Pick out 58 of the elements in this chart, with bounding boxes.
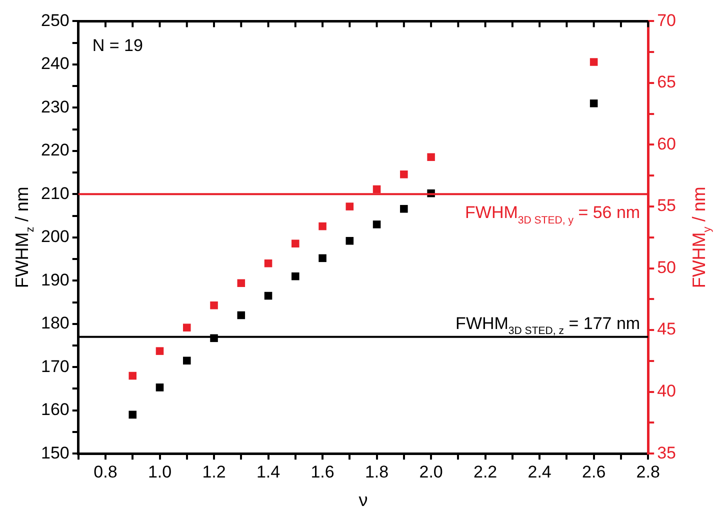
point — [264, 292, 272, 300]
x-tick-label: 2.6 — [582, 462, 606, 482]
point — [400, 204, 408, 213]
y-tick-label: 220 — [40, 140, 70, 160]
y2-tick-label: 60 — [657, 134, 676, 154]
y2-tick-label: 40 — [657, 382, 676, 401]
x-tick-label: 2.4 — [528, 462, 552, 482]
point — [264, 259, 272, 268]
x-tick-label: 1.0 — [148, 462, 172, 482]
y2-tick-label: 50 — [657, 258, 676, 277]
y-tick-label: 190 — [40, 270, 70, 290]
point — [128, 372, 137, 380]
x-axis-title: ν — [358, 490, 368, 510]
point — [318, 222, 326, 230]
point — [292, 272, 300, 280]
point — [372, 220, 381, 228]
y2-tick-label: 65 — [657, 72, 676, 92]
y2-axis-title: FWHMy / nm — [689, 186, 714, 288]
y-tick-label: 200 — [40, 227, 70, 246]
point — [590, 58, 598, 66]
x-tick-label: 2.8 — [636, 462, 660, 482]
y-tick-label: 240 — [40, 54, 70, 74]
y-tick-label: 250 — [40, 10, 70, 30]
y-tick-label: 180 — [40, 314, 70, 333]
point — [156, 347, 164, 355]
x-tick-label: 2.0 — [419, 462, 443, 482]
point — [182, 356, 191, 365]
x-tick-label: 1.8 — [364, 462, 389, 482]
point — [210, 301, 218, 310]
x-tick-label: 2.2 — [473, 462, 498, 482]
y2-tick-label: 45 — [657, 320, 676, 339]
point — [237, 311, 246, 320]
point — [346, 236, 354, 245]
x-tick-label: 1.2 — [202, 462, 226, 482]
y2-tick-label: 55 — [657, 196, 676, 216]
point — [590, 99, 598, 108]
y-tick-label: 170 — [40, 356, 70, 376]
x-tick-label: 0.8 — [94, 462, 118, 482]
point — [400, 170, 408, 178]
x-tick-label: 1.6 — [310, 462, 334, 482]
y2-tick-label: 70 — [657, 10, 676, 30]
y-tick-label: 150 — [40, 443, 70, 462]
y-tick-label: 210 — [40, 184, 70, 203]
point — [372, 185, 381, 194]
point — [427, 153, 435, 161]
point — [318, 254, 326, 262]
point — [237, 279, 246, 287]
y2-tick-label: 35 — [657, 443, 676, 462]
point — [156, 384, 164, 392]
point — [346, 202, 354, 210]
point — [128, 410, 137, 419]
x-tick-label: 1.4 — [256, 462, 280, 482]
point — [182, 324, 191, 332]
y-tick-label: 160 — [40, 400, 70, 420]
y-axis-title: FWHMz / nm — [12, 186, 36, 288]
annotation: N = 19 — [92, 36, 143, 56]
y-tick-label: 230 — [40, 97, 70, 116]
point — [292, 240, 300, 248]
